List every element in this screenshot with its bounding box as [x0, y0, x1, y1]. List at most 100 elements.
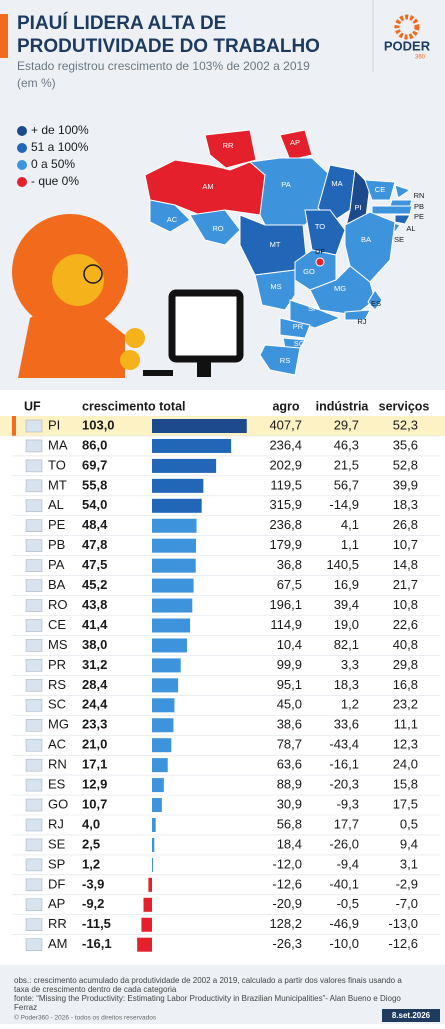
state	[364, 179, 396, 201]
cell-servicos: 24,0	[393, 757, 418, 772]
illustration	[12, 214, 244, 378]
source: fonte: “Missing the Productivity: Estima…	[14, 994, 401, 1003]
bar	[152, 578, 194, 593]
cell-agro: 95,1	[277, 677, 302, 692]
bar	[152, 758, 168, 773]
total: 54,0	[82, 497, 107, 512]
column-header: UF	[24, 399, 41, 413]
legend-swatch	[17, 177, 27, 187]
state-label: PI	[354, 203, 361, 212]
state-label: CE	[375, 185, 385, 194]
footnote: taxa de crescimento dentro de cada categ…	[14, 985, 177, 994]
cell-industria: 29,7	[334, 417, 359, 432]
cell-servicos: 17,5	[393, 796, 418, 811]
flag	[25, 699, 43, 712]
cell-industria: 16,9	[334, 577, 359, 592]
bar	[152, 718, 174, 733]
cell-servicos: 11,1	[394, 717, 418, 732]
cell-agro: -12,0	[272, 856, 302, 871]
state	[394, 184, 412, 199]
bar	[152, 738, 172, 753]
uf: PR	[48, 657, 66, 672]
state	[309, 265, 376, 316]
cell-agro: -12,6	[272, 876, 302, 891]
cell-agro: 78,7	[277, 737, 302, 752]
total: 4,0	[82, 816, 100, 831]
bar	[152, 698, 175, 713]
cell-agro: 18,4	[277, 836, 302, 851]
bar	[152, 837, 155, 852]
logo-suffix: 360	[415, 55, 426, 61]
footnote: obs.: crescimento acumulado da produtivi…	[14, 976, 402, 985]
flag	[25, 539, 43, 552]
uf: CE	[48, 617, 66, 632]
state	[279, 129, 313, 161]
state	[394, 214, 411, 225]
bar	[152, 818, 156, 832]
state-label: RO	[212, 224, 223, 233]
state-label: DF	[315, 247, 325, 256]
cell-agro: 63,6	[277, 757, 302, 772]
flag	[25, 559, 43, 572]
cell-agro: 36,8	[277, 557, 302, 572]
cell-servicos: 22,6	[393, 617, 418, 632]
cell-servicos: 3,1	[400, 856, 418, 871]
state	[204, 129, 257, 169]
title: PRODUTIVIDADE DO TRABALHO	[17, 36, 320, 57]
cell-servicos: 0,5	[400, 816, 418, 831]
cell-servicos: 52,8	[393, 457, 418, 472]
bar	[143, 897, 152, 912]
date: 8.set.2026	[392, 1011, 431, 1020]
state-label: GO	[303, 267, 315, 276]
cell-servicos: -2,9	[396, 876, 418, 891]
state-label: RJ	[357, 317, 366, 326]
legend-label: + de 100%	[31, 123, 89, 137]
state-label: MA	[331, 179, 342, 188]
legend-label: - que 0%	[31, 174, 79, 188]
total: -16,1	[82, 936, 112, 951]
cell-servicos: 9,4	[400, 836, 418, 851]
flag	[25, 619, 43, 632]
state-label: SP	[308, 304, 318, 313]
legend-swatch	[17, 126, 27, 136]
copyright: © Poder360 - 2026 - todos os direitos re…	[14, 1014, 157, 1022]
total: 43,8	[82, 597, 107, 612]
flag	[25, 798, 43, 812]
cell-industria: 17,7	[334, 816, 359, 831]
bar	[152, 638, 187, 653]
uf: TO	[48, 457, 66, 472]
total: 28,4	[82, 677, 108, 692]
cell-servicos: 39,9	[393, 477, 418, 492]
subtitle: Estado registrou crescimento de 103% de …	[17, 59, 310, 73]
flag	[25, 938, 43, 951]
hand	[125, 328, 145, 348]
uf: RS	[48, 677, 66, 692]
total: 12,9	[82, 777, 107, 792]
bar	[152, 598, 193, 613]
state-label: MG	[334, 284, 346, 293]
cell-agro: 236,4	[269, 437, 302, 452]
flag	[25, 599, 43, 612]
uf: PA	[48, 557, 65, 572]
bar	[152, 478, 204, 493]
state-label: RS	[280, 356, 290, 365]
state-label: RN	[414, 191, 425, 200]
state-label: AC	[167, 215, 178, 224]
cell-industria: 46,3	[334, 437, 359, 452]
uf: PI	[48, 417, 60, 432]
cell-agro: 196,1	[269, 597, 302, 612]
total: 41,4	[82, 617, 108, 632]
total: 31,2	[82, 657, 107, 672]
state	[259, 344, 301, 376]
state	[279, 317, 311, 339]
subtitle: (em %)	[17, 76, 56, 90]
flag	[25, 778, 43, 792]
uf: RO	[48, 597, 68, 612]
cell-servicos: 18,3	[393, 497, 418, 512]
legend-swatch	[17, 143, 27, 153]
bar	[152, 458, 217, 473]
cell-agro: 99,9	[277, 657, 302, 672]
total: 21,0	[82, 737, 107, 752]
title: PIAUÍ LIDERA ALTA DE	[17, 12, 226, 34]
state	[344, 309, 371, 321]
